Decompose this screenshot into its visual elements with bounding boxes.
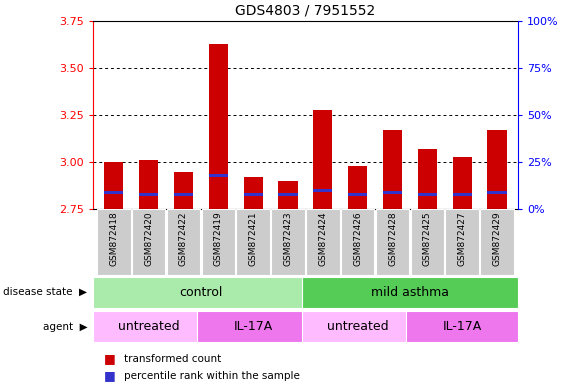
Bar bbox=[93, 311, 204, 342]
Bar bbox=[132, 209, 166, 275]
Bar bbox=[93, 277, 309, 308]
Bar bbox=[167, 209, 200, 275]
Bar bbox=[383, 190, 402, 194]
Bar bbox=[244, 192, 263, 196]
Text: GSM872421: GSM872421 bbox=[249, 211, 258, 266]
Text: ■: ■ bbox=[104, 369, 116, 382]
Text: disease state  ▶: disease state ▶ bbox=[3, 287, 87, 297]
Bar bbox=[348, 192, 367, 196]
Bar bbox=[488, 130, 507, 209]
Text: GSM872419: GSM872419 bbox=[214, 211, 223, 266]
Bar bbox=[453, 192, 472, 196]
Text: IL-17A: IL-17A bbox=[443, 320, 482, 333]
Text: agent  ▶: agent ▶ bbox=[43, 322, 87, 332]
Text: transformed count: transformed count bbox=[124, 354, 221, 364]
Bar bbox=[302, 311, 413, 342]
Bar bbox=[279, 192, 298, 196]
Bar bbox=[313, 189, 332, 192]
Bar bbox=[348, 166, 367, 209]
Bar bbox=[445, 209, 479, 275]
Bar bbox=[453, 157, 472, 209]
Text: GSM872423: GSM872423 bbox=[284, 211, 293, 266]
Text: GSM872420: GSM872420 bbox=[144, 211, 153, 266]
Bar bbox=[306, 209, 339, 275]
Text: GSM872427: GSM872427 bbox=[458, 211, 467, 266]
Text: percentile rank within the sample: percentile rank within the sample bbox=[124, 371, 300, 381]
Bar bbox=[383, 130, 402, 209]
Bar bbox=[174, 192, 193, 196]
Bar bbox=[302, 277, 518, 308]
Bar bbox=[406, 311, 518, 342]
Text: GSM872425: GSM872425 bbox=[423, 211, 432, 266]
Text: mild asthma: mild asthma bbox=[371, 286, 449, 299]
Bar bbox=[104, 162, 123, 209]
Text: untreated: untreated bbox=[327, 320, 388, 333]
Bar bbox=[418, 192, 437, 196]
Bar bbox=[410, 209, 444, 275]
Bar bbox=[139, 161, 158, 209]
Bar bbox=[104, 190, 123, 194]
Bar bbox=[209, 44, 228, 209]
Text: GSM872426: GSM872426 bbox=[353, 211, 362, 266]
Bar bbox=[418, 149, 437, 209]
Bar bbox=[279, 181, 298, 209]
Text: IL-17A: IL-17A bbox=[234, 320, 273, 333]
Title: GDS4803 / 7951552: GDS4803 / 7951552 bbox=[235, 3, 376, 17]
Bar bbox=[313, 109, 332, 209]
Bar bbox=[271, 209, 305, 275]
Bar bbox=[97, 209, 131, 275]
Bar bbox=[341, 209, 374, 275]
Text: GSM872429: GSM872429 bbox=[493, 211, 502, 266]
Text: ■: ■ bbox=[104, 353, 116, 366]
Bar bbox=[236, 209, 270, 275]
Bar bbox=[139, 192, 158, 196]
Text: GSM872418: GSM872418 bbox=[109, 211, 118, 266]
Bar bbox=[488, 190, 507, 194]
Bar bbox=[480, 209, 514, 275]
Bar bbox=[198, 311, 309, 342]
Bar bbox=[376, 209, 409, 275]
Bar bbox=[202, 209, 235, 275]
Text: control: control bbox=[179, 286, 222, 299]
Bar bbox=[174, 172, 193, 209]
Text: GSM872428: GSM872428 bbox=[388, 211, 397, 266]
Text: GSM872424: GSM872424 bbox=[318, 211, 327, 266]
Bar bbox=[209, 174, 228, 177]
Text: untreated: untreated bbox=[118, 320, 180, 333]
Bar bbox=[244, 177, 263, 209]
Text: GSM872422: GSM872422 bbox=[179, 211, 188, 266]
